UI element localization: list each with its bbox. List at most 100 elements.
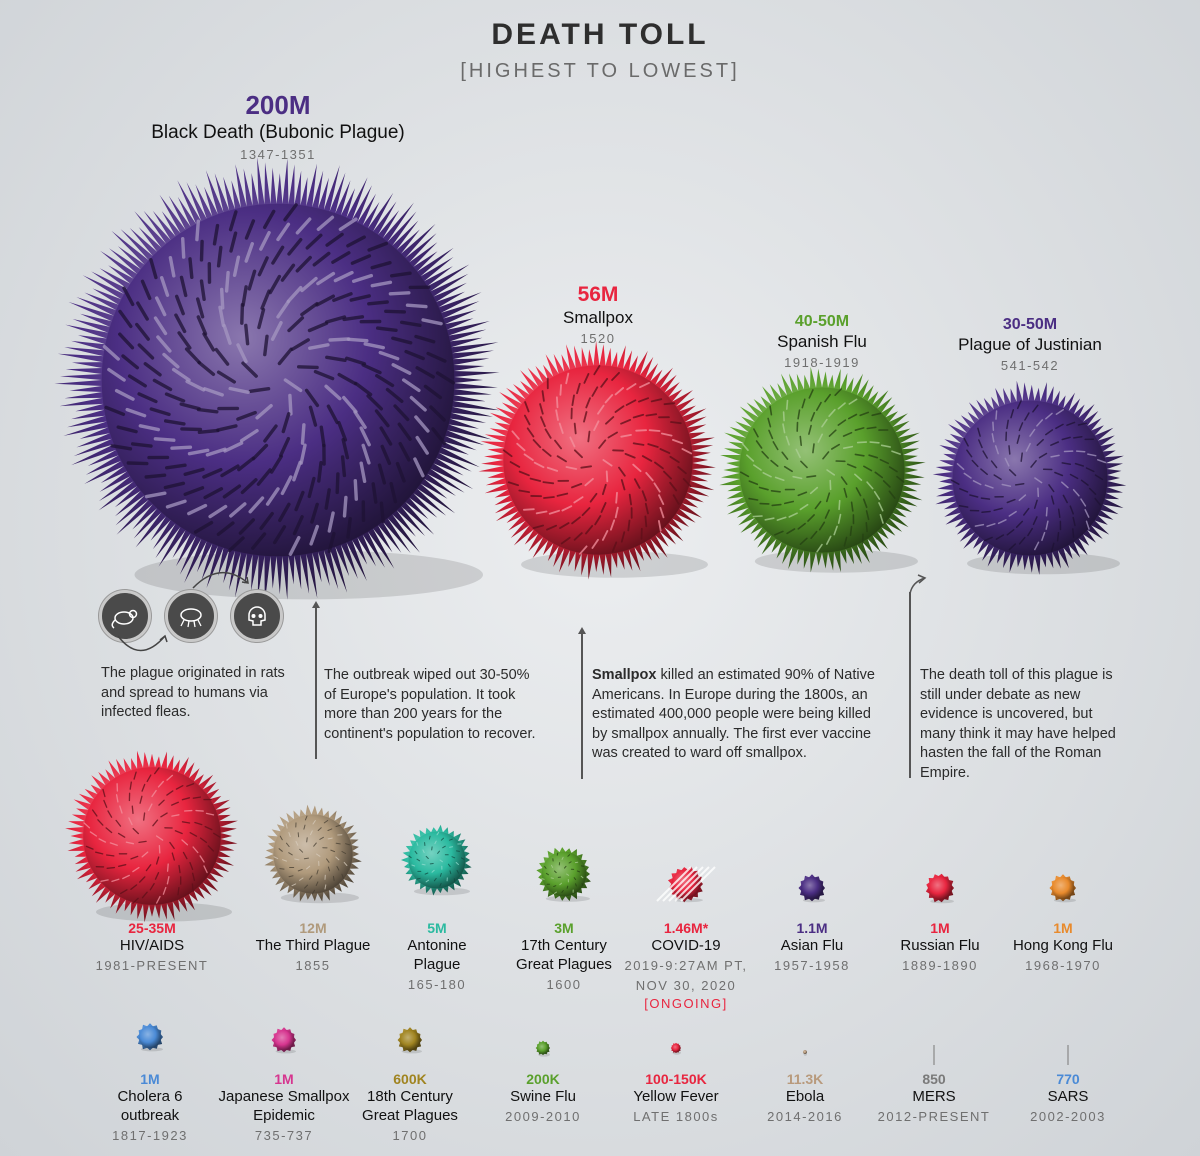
bubble-name: 17th Century Great Plagues bbox=[516, 937, 612, 973]
bubble-name: Asian Flu bbox=[780, 937, 844, 954]
bubble-name: Swine Flu bbox=[510, 1088, 576, 1105]
bubble bbox=[54, 157, 500, 604]
bubble-name: HIV/AIDS bbox=[119, 937, 185, 954]
bubble-years: 2009-2010 bbox=[505, 1109, 581, 1124]
bubble-value: 40-50M bbox=[794, 313, 850, 330]
bubble-name: Plague of Justinian bbox=[958, 335, 1102, 354]
bubble-label: 11.3K Ebola 2014-2016 bbox=[750, 1071, 860, 1127]
bubble-years: 2012-PRESENT bbox=[877, 1109, 991, 1124]
note-justinian: The death toll of this plague is still u… bbox=[920, 667, 1116, 781]
bubble-name: Russian Flu bbox=[900, 937, 980, 954]
bubble-years: 2002-2003 bbox=[1030, 1109, 1106, 1124]
bubble-value: 1.1M bbox=[796, 920, 828, 936]
bubble-label: 56M Smallpox 1520 bbox=[498, 283, 698, 349]
bubble bbox=[670, 1042, 681, 1055]
bubble-value: 850 bbox=[922, 1071, 946, 1087]
bubble-value: 200M bbox=[245, 90, 311, 120]
page-title: DEATH TOLL bbox=[491, 18, 709, 51]
bubble-value: 5M bbox=[427, 920, 447, 936]
bubble-years: 1700 bbox=[392, 1128, 428, 1143]
bubble-value: 1M bbox=[140, 1071, 160, 1087]
bubble-label: 770 SARS 2002-2003 bbox=[1013, 1071, 1123, 1127]
rat-icon bbox=[99, 590, 151, 642]
bubble-years: 1347-1351 bbox=[240, 147, 316, 162]
bubble-label: 100-150K Yellow Fever LATE 1800s bbox=[616, 1071, 736, 1127]
bubble-name: Spanish Flu bbox=[777, 332, 867, 351]
bubble bbox=[536, 847, 591, 902]
bubble-name: Black Death (Bubonic Plague) bbox=[151, 122, 405, 143]
pointer-line bbox=[581, 633, 583, 779]
pointer-line bbox=[909, 592, 911, 778]
bubble-value: 11.3K bbox=[786, 1071, 824, 1087]
bubble-value: 100-150K bbox=[645, 1071, 707, 1087]
bubble-value: 1.46M* bbox=[663, 920, 709, 936]
bubble bbox=[401, 824, 472, 896]
bubble-name: Yellow Fever bbox=[633, 1088, 719, 1105]
bubble-years: 1968-1970 bbox=[1025, 958, 1101, 973]
bubble-label: 200K Swine Flu 2009-2010 bbox=[488, 1071, 598, 1127]
bubble bbox=[925, 873, 954, 904]
bubble-name: Cholera 6 outbreak bbox=[117, 1088, 183, 1124]
note-smallpox-bold: Smallpox bbox=[592, 667, 657, 683]
note-outbreak: The outbreak wiped out 30-50% of Europe'… bbox=[324, 667, 536, 742]
bubble-years: LATE 1800s bbox=[633, 1109, 719, 1124]
bubble-value: 56M bbox=[577, 283, 619, 306]
bubble bbox=[65, 750, 238, 923]
bubble-years: 1600 bbox=[546, 977, 582, 992]
pointer-arrow bbox=[578, 627, 586, 634]
bubble-value: 12M bbox=[299, 920, 327, 936]
bubble-years: 1918-1919 bbox=[784, 355, 860, 370]
bubble-value: 1M bbox=[1053, 920, 1073, 936]
bubble-years: 2019-9:27AM PT, NOV 30, 2020 bbox=[624, 958, 748, 993]
bubble bbox=[932, 380, 1127, 575]
bubble bbox=[397, 1027, 422, 1054]
bubble bbox=[535, 1040, 550, 1057]
bubble-years: 541-542 bbox=[1000, 358, 1060, 373]
bubble-years: 1520 bbox=[580, 331, 616, 346]
bubble-name: Smallpox bbox=[563, 308, 633, 327]
bubble-label: 1M Cholera 6 outbreak 1817-1923 bbox=[95, 1071, 205, 1146]
bubble-name: Antonine Plague bbox=[407, 937, 467, 973]
bubble bbox=[136, 1023, 163, 1052]
bubble-label: 1M Russian Flu 1889-1890 bbox=[885, 920, 995, 976]
bubble-years: 1981-PRESENT bbox=[95, 958, 209, 973]
bubble-name: COVID-19 bbox=[651, 937, 721, 954]
bubble-label: 3M 17th Century Great Plagues 1600 bbox=[504, 920, 624, 995]
bubble bbox=[798, 874, 825, 903]
bubble-label: 1M Japanese Smallpox Epidemic 735-737 bbox=[214, 1071, 354, 1146]
bubble-value: 3M bbox=[554, 920, 574, 936]
bubble-value: 1M bbox=[274, 1071, 294, 1087]
bubble-years: 1855 bbox=[295, 958, 331, 973]
bubble-value: 30-50M bbox=[1002, 316, 1058, 333]
bubble-value: 200K bbox=[526, 1071, 560, 1087]
bubble-label: 1.1M Asian Flu 1957-1958 bbox=[757, 920, 867, 976]
bubble-name: 18th Century Great Plagues bbox=[362, 1088, 458, 1124]
bubble-value: 770 bbox=[1056, 1071, 1080, 1087]
bubble bbox=[1049, 874, 1076, 903]
bubble-years: 1889-1890 bbox=[902, 958, 978, 973]
page-subtitle: [HIGHEST TO LOWEST] bbox=[460, 60, 740, 82]
bubble-years: 1817-1923 bbox=[112, 1128, 188, 1143]
bubble-label: 30-50M Plague of Justinian 541-542 bbox=[920, 316, 1140, 376]
pointer-arrow bbox=[312, 601, 320, 608]
bubble-name: The Third Plague bbox=[255, 937, 371, 954]
note-smallpox: Smallpox killed an estimated 90% of Nati… bbox=[592, 666, 882, 764]
bubble-name: Japanese Smallpox Epidemic bbox=[218, 1088, 350, 1124]
bubble-label: 5M Antonine Plague 165-180 bbox=[382, 920, 492, 995]
bubble-status: [ONGOING] bbox=[644, 996, 728, 1011]
bubble-label: 850 MERS 2012-PRESENT bbox=[869, 1071, 999, 1127]
bubble bbox=[271, 1027, 296, 1054]
bubble-label: 25-35M HIV/AIDS 1981-PRESENT bbox=[52, 920, 252, 976]
bubble-label: 1M Hong Kong Flu 1968-1970 bbox=[998, 920, 1128, 976]
pointer-line bbox=[315, 607, 317, 759]
bubble bbox=[264, 804, 362, 904]
note-plague-origin: The plague originated in rats and spread… bbox=[101, 665, 285, 720]
bubble-label: 600K 18th Century Great Plagues 1700 bbox=[355, 1071, 465, 1146]
bubble-label: 1.46M* COVID-19 2019-9:27AM PT, NOV 30, 20… bbox=[616, 920, 756, 1011]
bubble-label: 200M Black Death (Bubonic Plague) 1347-135… bbox=[118, 90, 438, 165]
bubble-years: 165-180 bbox=[407, 977, 467, 992]
bubble bbox=[478, 341, 716, 580]
bubble-years: 1957-1958 bbox=[774, 958, 850, 973]
bubble-label: 40-50M Spanish Flu 1918-1919 bbox=[722, 313, 922, 373]
